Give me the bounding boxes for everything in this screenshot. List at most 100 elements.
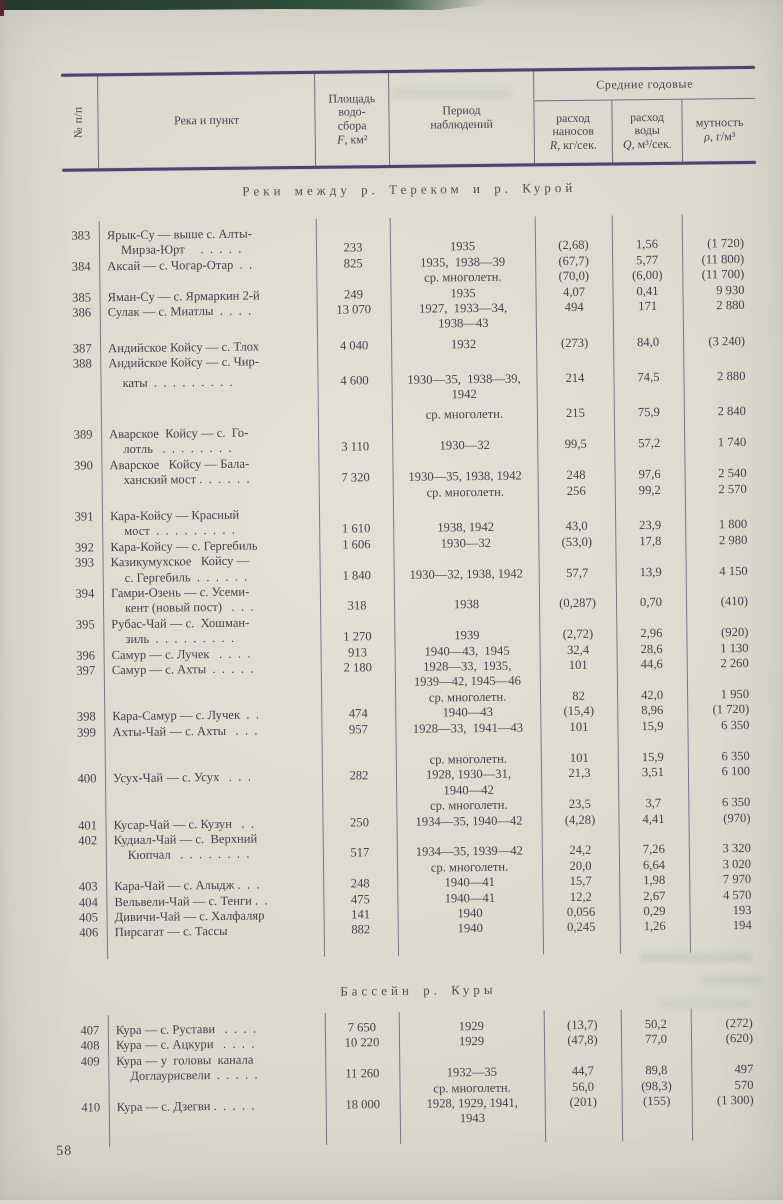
area-value: 7 320 <box>341 470 370 485</box>
turbidity-value: 6 100 <box>721 764 751 779</box>
turbidity-value <box>687 671 762 687</box>
water-discharge-value <box>622 1109 692 1125</box>
turbidity-value <box>691 1046 766 1062</box>
period-value: 1935 <box>450 285 476 300</box>
water-discharge-value: 74,5 <box>637 369 660 384</box>
turbidity-value: (1 720) <box>707 236 745 251</box>
area-value <box>323 830 397 846</box>
sediment-discharge-value: 101 <box>568 657 588 672</box>
area-value: 4 040 <box>339 338 369 353</box>
area-value: 957 <box>348 721 368 737</box>
water-discharge-value <box>614 385 684 401</box>
area-value: 474 <box>348 706 368 721</box>
water-discharge-value: (6,00) <box>632 268 663 283</box>
area-value: 517 <box>350 845 370 860</box>
water-discharge-value <box>613 350 683 366</box>
water-discharge-value: 99,2 <box>638 482 661 497</box>
period-value <box>391 352 536 369</box>
turbidity-value: 4 570 <box>722 887 752 902</box>
period-value: 1928, 1930—31, <box>425 767 512 783</box>
sediment-discharge-value: (273) <box>560 335 589 350</box>
sediment-discharge-value: 214 <box>565 370 585 385</box>
water-discharge-value <box>616 580 686 596</box>
water-discharge-value <box>621 1047 691 1063</box>
row-number: 396 <box>76 647 96 663</box>
water-discharge-value: 84,0 <box>636 334 660 350</box>
sediment-discharge-value: 56,0 <box>571 1079 595 1094</box>
area-value: 882 <box>351 922 371 937</box>
row-number <box>66 489 102 505</box>
turbidity-value: 6 350 <box>721 795 751 810</box>
period-value <box>394 581 539 598</box>
row-number <box>68 694 104 710</box>
row-number <box>65 443 101 459</box>
turbidity-value: 9 930 <box>716 282 745 297</box>
period-value: 1927, 1933—34, <box>419 300 508 316</box>
water-discharge-value: 4,41 <box>642 811 665 826</box>
area-value: 282 <box>349 768 369 783</box>
row-number: 402 <box>78 833 98 848</box>
row-number <box>63 275 99 291</box>
water-discharge-value <box>618 780 688 796</box>
sediment-discharge-value: (47,8) <box>567 1032 598 1048</box>
turbidity-value: 1 800 <box>718 517 748 532</box>
area-value: 10 220 <box>344 1035 380 1050</box>
period-value <box>393 550 538 567</box>
sediment-discharge-value: (0,287) <box>559 596 596 611</box>
water-discharge-value: 57,2 <box>638 436 661 451</box>
water-discharge-value: 44,6 <box>640 656 663 672</box>
row-number: 408 <box>80 1038 100 1053</box>
period-value: ср. многолетн. <box>424 269 502 285</box>
turbidity-value: 2 880 <box>716 298 745 313</box>
turbidity-value: 7 970 <box>722 872 752 887</box>
period-value: 1930—35, 1938, 1942 <box>408 468 522 484</box>
water-discharge-value: 15,9 <box>641 718 664 733</box>
area-value: 913 <box>348 644 368 660</box>
turbidity-value <box>686 579 761 595</box>
turbidity-value: 6 350 <box>721 717 750 732</box>
sediment-discharge-value: (4,28) <box>564 812 596 827</box>
turbidity-value: (410) <box>720 594 749 609</box>
turbidity-value <box>686 610 761 626</box>
sediment-discharge-value <box>545 1110 622 1126</box>
row-number: 397 <box>76 663 96 678</box>
water-discharge-value: 3,51 <box>641 765 665 780</box>
river-name <box>101 389 318 407</box>
turbidity-value: (3 240) <box>708 333 746 349</box>
row-number <box>68 679 104 695</box>
turbidity-value: 193 <box>732 902 752 918</box>
turbidity-value <box>692 1108 767 1124</box>
sediment-discharge-value: 0,056 <box>566 904 596 920</box>
sediment-discharge-value: 4,07 <box>562 284 586 299</box>
period-value: ср. многолетн. <box>426 484 505 500</box>
area-value <box>318 424 392 440</box>
area-value <box>320 614 394 630</box>
turbidity-value <box>684 451 759 467</box>
water-discharge-value: 0,70 <box>639 595 663 610</box>
area-value <box>317 317 391 333</box>
period-value <box>399 1049 544 1066</box>
water-discharge-value: 1,56 <box>635 237 659 252</box>
water-discharge-value <box>619 827 689 843</box>
row-number <box>67 632 103 648</box>
area-value: 1 840 <box>342 567 371 583</box>
area-value <box>322 799 396 815</box>
water-discharge-value: 77,0 <box>644 1032 668 1047</box>
hydrology-table: № п/п Река и пункт Площадь водо- сбора F… <box>61 65 767 1148</box>
water-discharge-value: 0,29 <box>643 903 666 919</box>
row-number: 392 <box>74 540 94 555</box>
water-discharge-value: (155) <box>642 1093 671 1109</box>
turbidity-value: 3 020 <box>722 856 752 872</box>
water-discharge-value: 42,0 <box>640 687 664 702</box>
water-discharge-value: 89,8 <box>645 1062 668 1078</box>
area-value <box>320 583 394 599</box>
row-number <box>72 1085 108 1101</box>
sediment-discharge-value: 23,5 <box>568 796 591 812</box>
period-value: 1935 <box>449 239 476 254</box>
sediment-discharge-value: (2,68) <box>558 238 589 253</box>
sediment-discharge-value: (201) <box>569 1094 597 1109</box>
water-discharge-value <box>615 549 685 565</box>
water-discharge-value: 2,96 <box>640 626 663 641</box>
period-value <box>392 453 537 470</box>
area-value: 1 610 <box>341 521 371 536</box>
